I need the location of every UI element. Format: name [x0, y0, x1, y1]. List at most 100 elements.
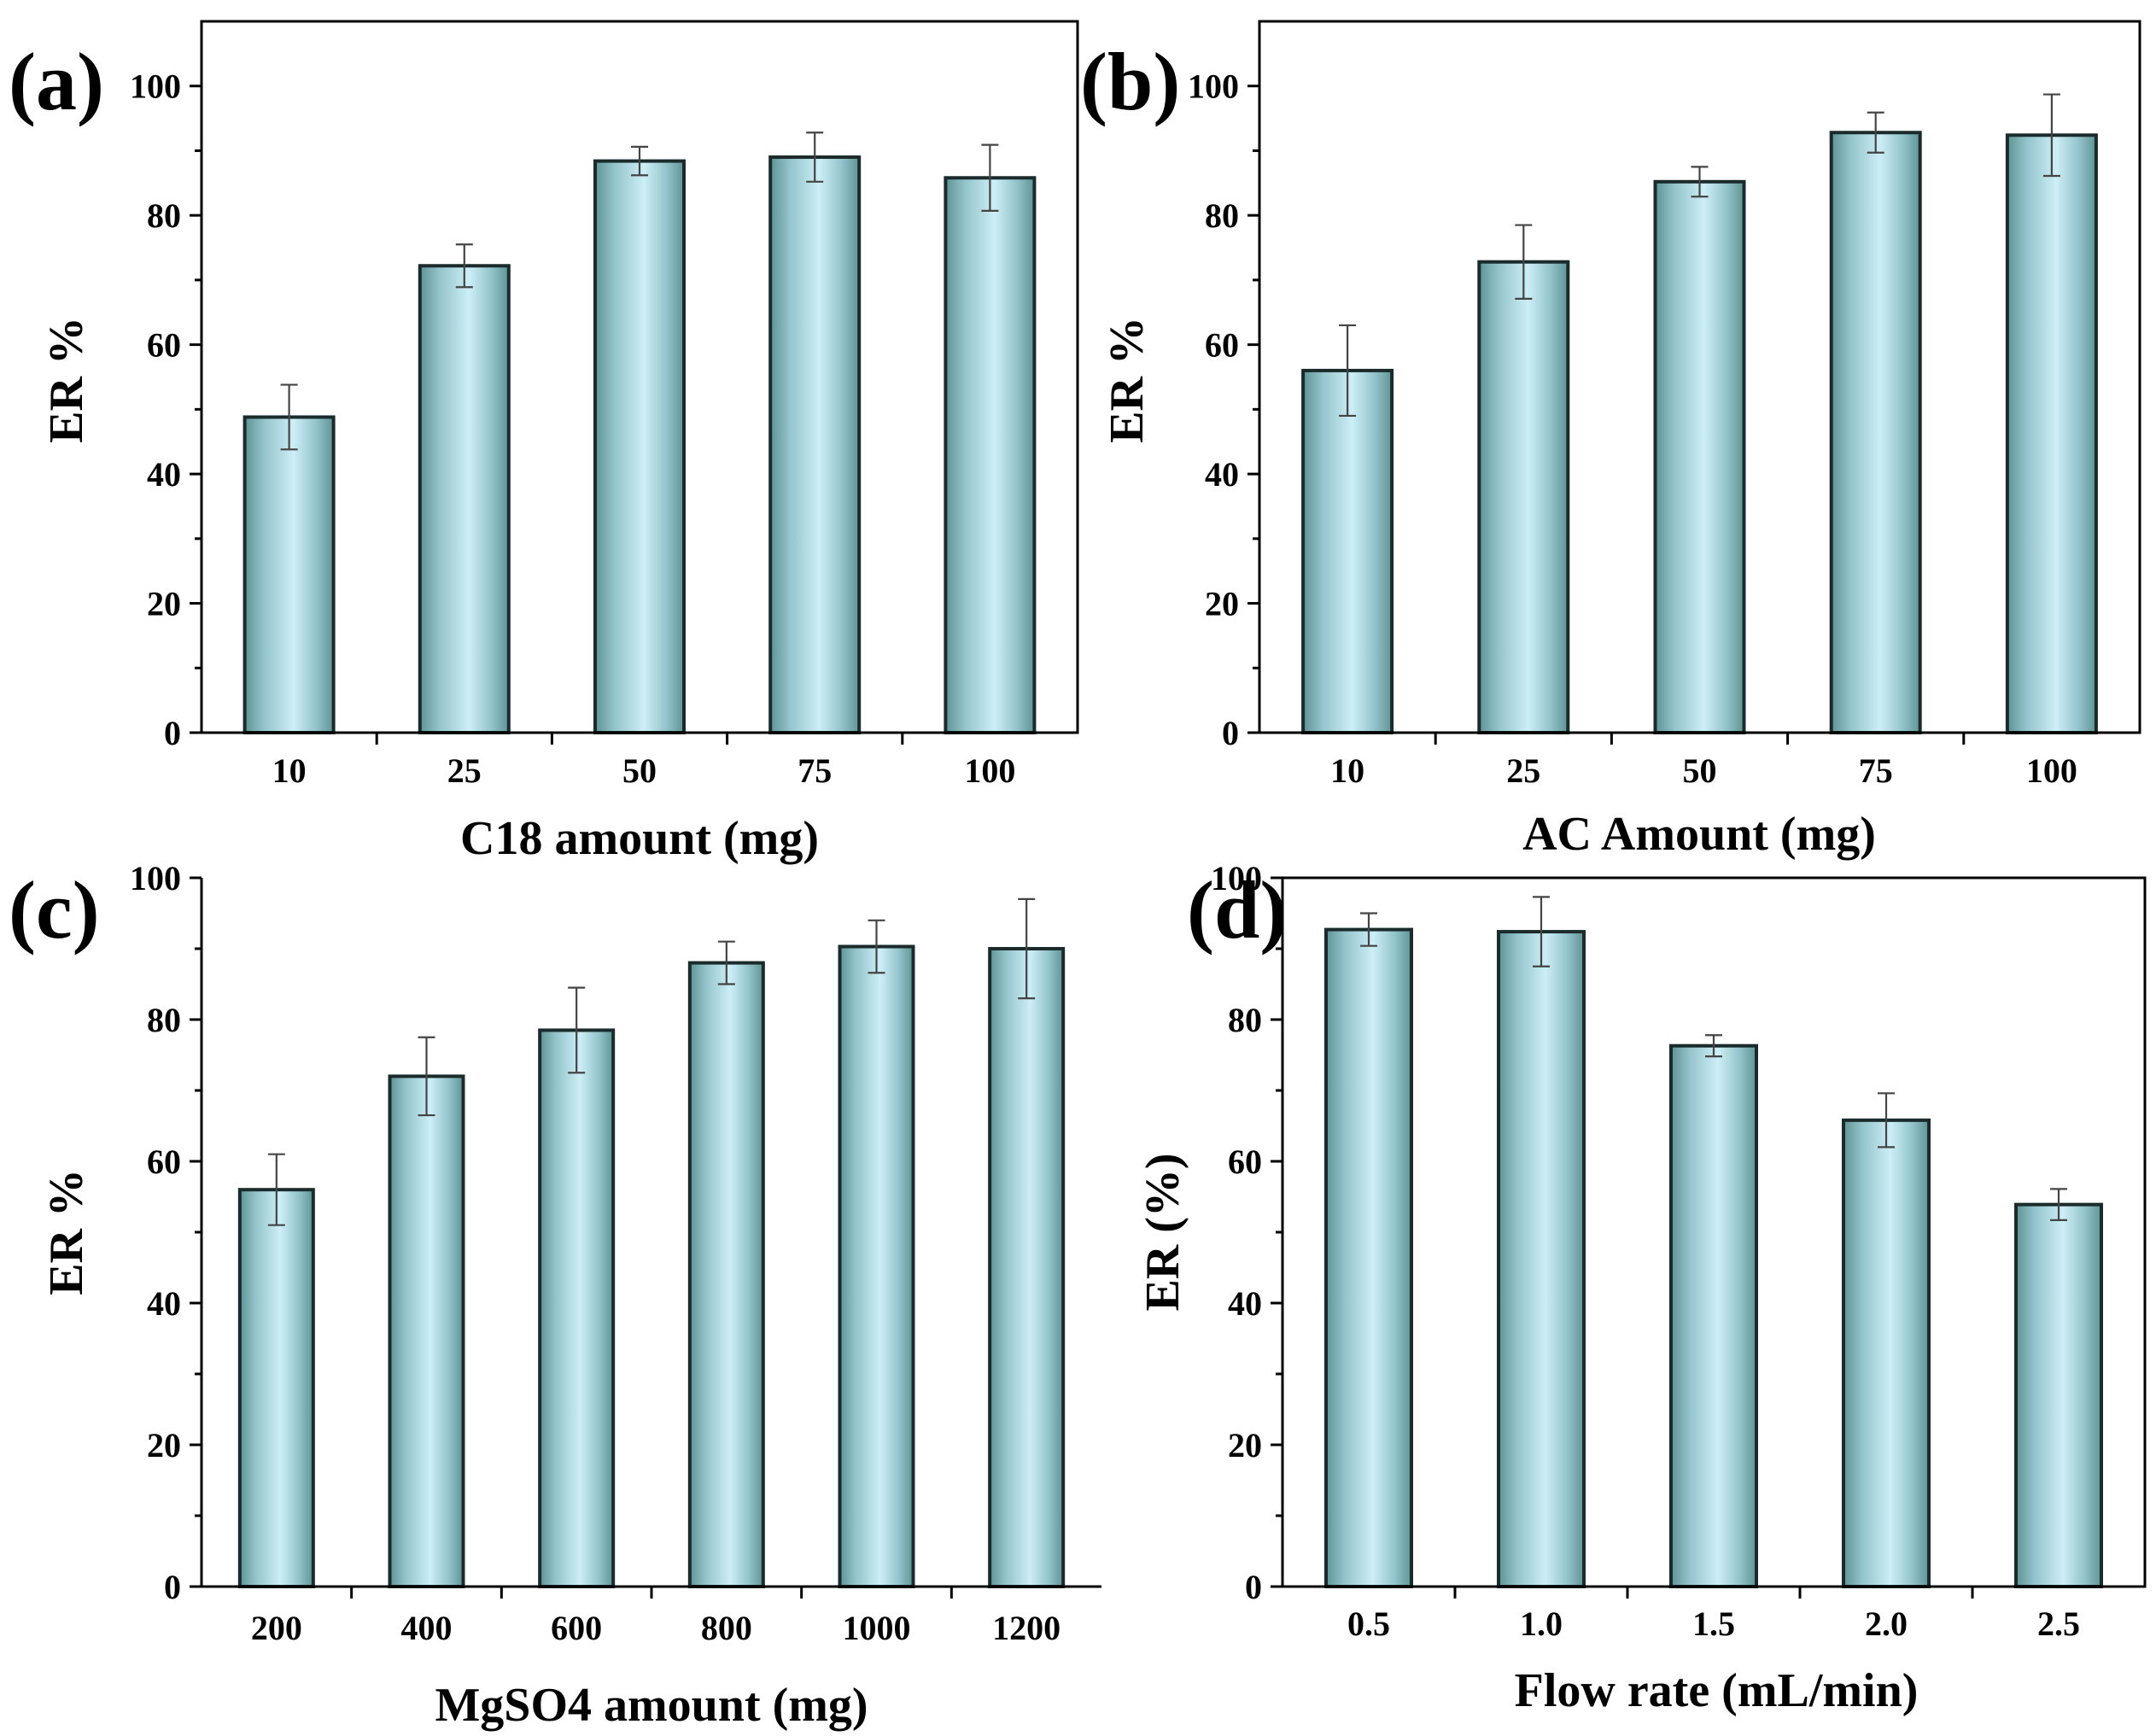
- bar: [388, 1074, 465, 1588]
- x-tick-label: 1200: [992, 1609, 1060, 1647]
- bar: [687, 961, 765, 1588]
- bar: [2005, 133, 2098, 734]
- y-tick-label: 0: [164, 1568, 181, 1606]
- error-bar: [1018, 897, 1036, 1000]
- x-tick-label: 100: [964, 751, 1015, 790]
- chart-panel-4: 0 20 40 60 80 100 0.5 1.0 1.5 2.0 2.5 Flow rate (mL…: [1136, 859, 2147, 1717]
- bar: [2014, 1202, 2103, 1588]
- bar: [1669, 1043, 1758, 1588]
- x-tick-label: 50: [1683, 751, 1717, 790]
- x-tick-label: 75: [1859, 751, 1893, 790]
- error-bar: [1867, 111, 1884, 154]
- bar: [1653, 179, 1746, 734]
- error-bar: [455, 243, 473, 289]
- y-tick-label: 0: [164, 714, 181, 752]
- error-bar: [1878, 1092, 1895, 1149]
- error-bar: [280, 383, 298, 451]
- x-tick-label: 2.0: [1865, 1604, 1908, 1643]
- y-axis-title: ER %: [40, 1169, 93, 1295]
- y-tick-label: 40: [147, 1284, 181, 1323]
- x-tick-label: 200: [251, 1609, 302, 1647]
- x-tick-label: 0.5: [1347, 1604, 1390, 1643]
- x-axis-title: MgSO4 amount (mg): [435, 1679, 868, 1732]
- y-tick-label: 20: [147, 1426, 181, 1464]
- bar: [1842, 1118, 1931, 1588]
- y-tick-label: 0: [1245, 1568, 1262, 1606]
- bar: [768, 155, 862, 734]
- error-bar: [1360, 912, 1377, 947]
- error-bar: [1691, 166, 1709, 198]
- x-axis-title: C18 amount (mg): [460, 812, 819, 865]
- bar: [944, 176, 1037, 734]
- y-axis-title: ER %: [1101, 317, 1154, 443]
- chart-panel-2: 0 20 40 60 80 100 10 25 50 75 100 AC Amount (mg) ER …: [1080, 20, 2141, 861]
- x-tick-label: 25: [1506, 751, 1540, 790]
- bar: [237, 1188, 315, 1588]
- y-tick-label: 60: [1228, 1143, 1262, 1181]
- error-bar: [717, 940, 735, 985]
- bar: [242, 415, 336, 734]
- y-axis-title: ER (%): [1136, 1153, 1189, 1311]
- bar: [1301, 368, 1394, 734]
- x-tick-label: 75: [798, 751, 832, 790]
- error-bar: [418, 1036, 435, 1117]
- panel-label: (d): [1187, 864, 1287, 956]
- error-bar: [868, 919, 885, 974]
- y-tick-label: 40: [1205, 455, 1239, 494]
- y-tick-label: 100: [130, 859, 181, 897]
- y-tick-label: 0: [1222, 714, 1239, 752]
- bar: [838, 944, 915, 1588]
- x-axis-title: Flow rate (mL/min): [1515, 1664, 1919, 1717]
- y-tick-label: 60: [1205, 326, 1239, 365]
- error-bar: [1705, 1034, 1722, 1058]
- y-tick-label: 60: [147, 1143, 181, 1181]
- x-tick-label: 400: [401, 1609, 453, 1647]
- bar: [593, 159, 686, 734]
- x-tick-label: 1000: [843, 1609, 911, 1647]
- plot-frame: [1258, 20, 2141, 734]
- x-tick-label: 25: [447, 751, 482, 790]
- y-axis-title: ER %: [40, 317, 93, 443]
- bar: [538, 1028, 616, 1588]
- error-bar: [2050, 1188, 2067, 1221]
- x-tick-label: 10: [1330, 751, 1364, 790]
- y-tick-label: 80: [147, 196, 181, 235]
- panel-label: (c): [9, 864, 100, 956]
- plot-frame: [200, 20, 1079, 734]
- y-tick-label: 20: [1205, 585, 1239, 623]
- x-axis-title: AC Amount (mg): [1522, 808, 1876, 861]
- error-bar: [1533, 896, 1550, 967]
- x-tick-label: 1.5: [1692, 1604, 1735, 1643]
- bar: [1497, 930, 1586, 1588]
- x-tick-label: 10: [272, 751, 307, 790]
- bar: [988, 947, 1066, 1588]
- y-tick-label: 40: [1228, 1284, 1262, 1323]
- error-bar: [1515, 224, 1533, 300]
- bar: [1477, 260, 1570, 734]
- chart-panel-3: 0 20 40 60 80 100 200 400 600 800 1000 1200 MgSO4 am…: [9, 859, 1101, 1732]
- x-tick-label: 800: [701, 1609, 752, 1647]
- y-tick-label: 80: [147, 1001, 181, 1039]
- x-tick-label: 100: [2026, 751, 2077, 790]
- y-tick-label: 100: [1211, 859, 1262, 897]
- error-bar: [806, 132, 824, 183]
- y-tick-label: 60: [147, 326, 181, 365]
- error-bar: [2042, 93, 2060, 178]
- bar: [1829, 131, 1922, 734]
- bar: [418, 264, 511, 734]
- y-tick-label: 100: [1188, 67, 1239, 106]
- error-bar: [568, 986, 586, 1074]
- y-tick-label: 20: [147, 585, 181, 623]
- panel-label: (b): [1080, 36, 1180, 127]
- error-bar: [631, 145, 648, 177]
- x-tick-label: 1.0: [1520, 1604, 1563, 1643]
- y-tick-label: 20: [1228, 1426, 1262, 1464]
- x-tick-label: 2.5: [2037, 1604, 2080, 1643]
- bar: [1324, 927, 1413, 1588]
- panel-label: (a): [9, 36, 104, 127]
- error-bar: [981, 143, 999, 212]
- y-tick-label: 40: [147, 455, 181, 494]
- y-tick-label: 100: [130, 67, 181, 106]
- x-tick-label: 50: [622, 751, 657, 790]
